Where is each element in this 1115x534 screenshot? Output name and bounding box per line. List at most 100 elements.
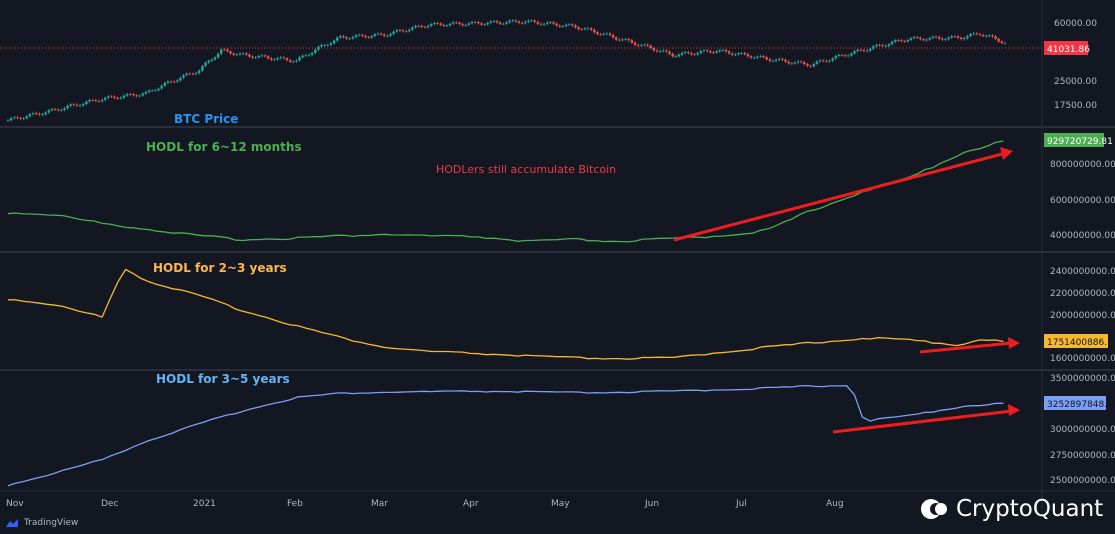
btc-candle-body: [803, 62, 806, 65]
btc-candle-body: [345, 37, 348, 39]
time-tick-mar: Mar: [371, 499, 388, 509]
btc-candle-body: [448, 23, 452, 26]
btc-candle-body: [709, 51, 712, 53]
btc-candle-body: [862, 50, 866, 51]
btc-candle-body: [724, 50, 728, 52]
hodl-2-3-last-label: 1751400886.12: [1047, 338, 1115, 348]
btc-candle-body: [561, 26, 565, 27]
btc-candle-body: [332, 40, 336, 44]
btc-candle-body: [630, 40, 634, 43]
btc-candle-body: [715, 51, 718, 53]
btc-candle-body: [897, 40, 900, 41]
btc-candle-body: [502, 23, 505, 25]
btc-candle-body: [521, 23, 524, 24]
hodl-6-12-last-label: 929720729.81: [1047, 137, 1113, 147]
btc-candle-body: [60, 110, 63, 111]
btc-candle-body: [702, 50, 706, 52]
btc-candle-body: [182, 75, 185, 78]
btc-candle-body: [615, 37, 618, 40]
btc-candle-body: [417, 25, 420, 27]
btc-candle-body: [31, 113, 35, 115]
btc-candle-body: [536, 21, 540, 24]
btc-candle-body: [279, 57, 282, 59]
btc-candle-body: [853, 51, 856, 54]
btc-candle-body: [890, 41, 894, 45]
btc-candle-body: [433, 23, 436, 25]
btc-candle-body: [812, 63, 815, 67]
btc-candle-body: [392, 31, 395, 34]
hodl-3-5-years-title: HODL for 3~5 years: [156, 372, 290, 386]
btc-candle-body: [405, 31, 408, 33]
btc-candle-body: [975, 33, 978, 35]
btc-candle-body: [602, 33, 605, 35]
btc-candle-body: [6, 120, 10, 122]
btc-candle-body: [690, 53, 693, 55]
trend-arrow-6-12: [673, 151, 1007, 242]
btc-candle-body: [141, 93, 144, 96]
btc-candle-body: [420, 25, 423, 27]
btc-candle-body: [928, 37, 931, 40]
btc-candle-body: [342, 36, 345, 38]
btc-candle-body: [787, 61, 790, 64]
btc-candle-body: [693, 54, 696, 56]
hodl-3-5-last-label: 3252897848.11: [1047, 400, 1115, 410]
btc-candle-body: [997, 38, 1000, 42]
btc-candle-body: [361, 34, 364, 36]
btc-candle-body: [771, 60, 775, 62]
btc-candle-body: [934, 36, 938, 38]
btc-candle-body: [646, 44, 649, 46]
btc-candle-body: [94, 100, 97, 101]
btc-candle-body: [533, 20, 536, 22]
btc-candle-body: [981, 34, 985, 37]
btc-candle-body: [621, 39, 624, 41]
btc-candle-body: [950, 36, 953, 38]
hodl-3-5-tick-2500m: 2500000000.00: [1050, 476, 1115, 486]
btc-candle-body: [825, 60, 828, 62]
btc-candle-body: [376, 33, 380, 35]
btc-candle-body: [869, 48, 872, 51]
btc-candle-body: [364, 35, 367, 38]
btc-candle-body: [414, 25, 417, 28]
btc-candle-body: [865, 50, 869, 52]
btc-candle-body: [649, 45, 652, 48]
btc-candle-body: [442, 25, 445, 26]
hodl-6-12-tick-600m: 600000000.00: [1050, 196, 1115, 206]
btc-candle-body: [72, 104, 75, 106]
btc-candle-body: [201, 66, 204, 71]
btc-candle-body: [593, 29, 596, 33]
btc-candle-body: [232, 53, 235, 55]
btc-candle-body: [640, 45, 643, 46]
hodl-2-3-tick-1600m: 1600000000.00: [1050, 354, 1115, 364]
btc-candle-body: [245, 53, 248, 55]
btc-candle-body: [238, 53, 242, 55]
btc-candle-body: [552, 22, 555, 24]
btc-candle-body: [430, 24, 433, 26]
btc-candle-body: [216, 53, 220, 58]
btc-candle-body: [985, 35, 988, 37]
trend-arrowhead-2-3: [1008, 337, 1020, 349]
btc-candle-body: [226, 49, 229, 52]
hodl-3-5-last-badge: [1044, 396, 1106, 410]
btc-candle-body: [260, 55, 264, 57]
btc-candle-body: [749, 56, 753, 58]
btc-candle-body: [461, 24, 464, 26]
btc-candle-body: [796, 61, 800, 63]
btc-candle-body: [590, 28, 593, 30]
hodl-6-12-last-badge: [1044, 133, 1104, 147]
hodl-6-12-months-series-line: [7, 140, 1004, 243]
btc-candle-body: [411, 27, 414, 30]
time-tick-feb: Feb: [287, 499, 303, 509]
btc-candle-body: [263, 55, 267, 57]
hodl-2-3-last-badge: [1044, 334, 1108, 348]
btc-candle-body: [947, 37, 950, 40]
btc-candle-body: [746, 54, 750, 57]
btc-candle-body: [47, 110, 50, 113]
btc-candle-body: [768, 59, 772, 61]
btc-candle-body: [16, 117, 19, 119]
btc-candle-body: [326, 44, 329, 46]
btc-candle-body: [455, 22, 458, 24]
btc-candle-body: [107, 96, 110, 98]
btc-candle-body: [220, 49, 223, 54]
btc-candle-body: [837, 54, 840, 56]
